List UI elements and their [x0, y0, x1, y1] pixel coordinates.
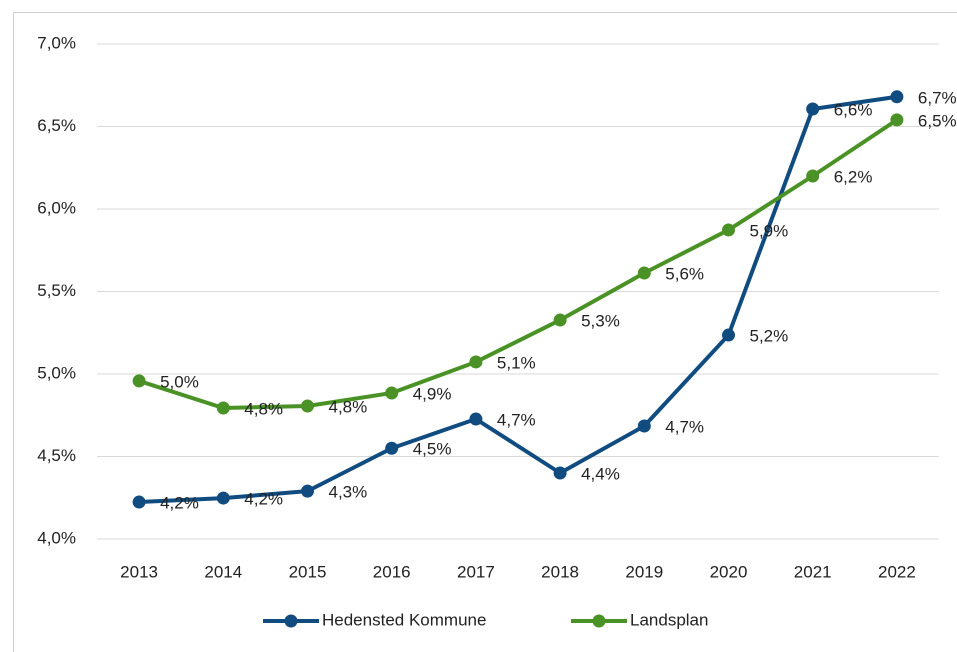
x-tick-label: 2019 [625, 562, 663, 581]
legend-label: Hedensted Kommune [322, 610, 486, 629]
data-label: 5,9% [750, 221, 789, 240]
data-label: 4,5% [413, 440, 452, 459]
data-point [890, 113, 904, 127]
legend-marker [284, 614, 298, 628]
data-point [722, 223, 735, 237]
y-tick-label: 7,0% [37, 33, 76, 52]
data-point [890, 90, 904, 104]
data-point [722, 328, 735, 342]
y-tick-label: 5,0% [37, 363, 76, 382]
y-tick-label: 4,5% [37, 446, 76, 465]
x-tick-label: 2022 [878, 562, 916, 581]
y-tick-label: 5,5% [37, 281, 76, 300]
x-tick-label: 2021 [794, 562, 832, 581]
data-label: 4,4% [581, 464, 620, 483]
data-point [132, 374, 146, 388]
data-label: 6,2% [834, 167, 873, 186]
x-tick-label: 2017 [457, 562, 495, 581]
data-label: 4,9% [413, 384, 452, 403]
x-tick-label: 2016 [373, 562, 411, 581]
data-point [553, 313, 567, 327]
x-tick-label: 2014 [204, 562, 242, 581]
data-label: 6,6% [834, 100, 873, 119]
data-label: 5,6% [665, 265, 704, 284]
data-point [553, 466, 567, 480]
chart-frame [13, 12, 957, 652]
series-line [139, 94, 898, 505]
data-label: 4,8% [329, 397, 368, 416]
data-label: 5,1% [497, 353, 536, 372]
data-label: 4,7% [665, 417, 704, 436]
data-point [637, 266, 651, 280]
x-tick-label: 2018 [541, 562, 579, 581]
data-label: 5,3% [581, 312, 620, 331]
data-label: 6,5% [918, 111, 957, 130]
y-tick-label: 6,0% [37, 198, 76, 217]
legend-label: Landsplan [630, 610, 708, 629]
data-point [385, 386, 399, 400]
data-label: 6,7% [918, 88, 957, 107]
data-label: 5,0% [160, 372, 199, 391]
x-tick-label: 2013 [120, 562, 158, 581]
x-tick-label: 2015 [289, 562, 327, 581]
data-point [216, 491, 230, 505]
data-point [806, 169, 820, 183]
data-point [301, 399, 314, 413]
data-point [132, 495, 146, 509]
legend-marker [592, 614, 606, 628]
data-point [637, 419, 651, 433]
x-tick-label: 2020 [710, 562, 748, 581]
y-tick-label: 4,0% [37, 528, 76, 547]
data-label: 4,3% [329, 483, 368, 502]
y-tick-label: 6,5% [37, 116, 76, 135]
data-point [806, 102, 820, 116]
data-point [469, 355, 483, 369]
data-label: 4,2% [160, 494, 199, 513]
data-point [216, 401, 230, 415]
data-label: 5,2% [750, 327, 789, 346]
data-label: 4,7% [497, 411, 536, 430]
data-point [385, 441, 399, 455]
data-point [469, 412, 483, 426]
data-label: 4,8% [244, 399, 283, 418]
data-point [301, 484, 314, 498]
series-line [138, 118, 899, 410]
data-label: 4,2% [244, 490, 283, 509]
